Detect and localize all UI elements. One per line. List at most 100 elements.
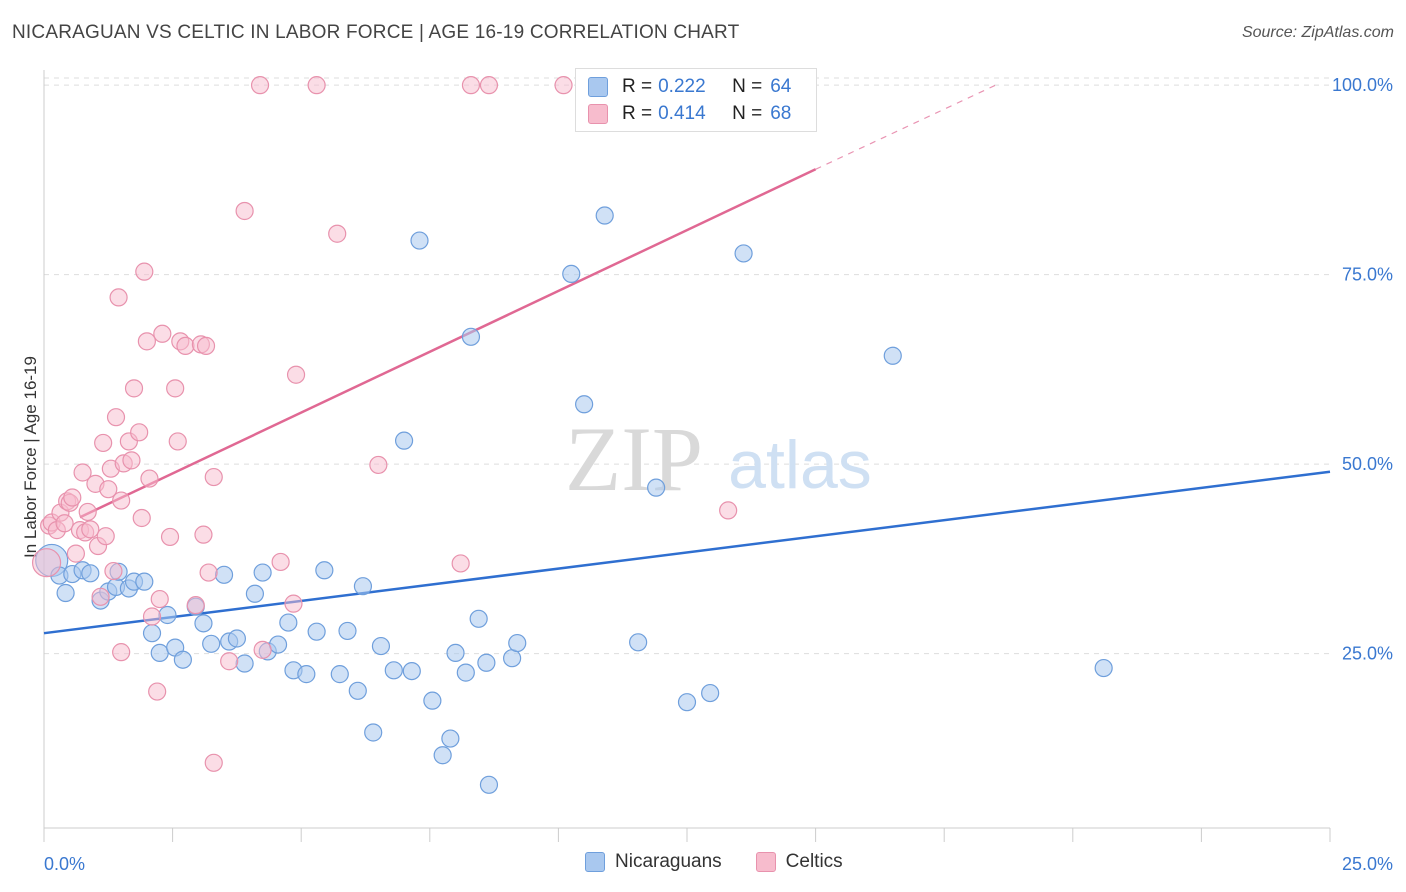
nicaraguans-point — [701, 683, 720, 703]
celtics-point — [153, 324, 172, 343]
watermark-atlas: atlas — [728, 427, 872, 503]
nicaraguans-point — [202, 634, 221, 653]
chart-title: NICARAGUAN VS CELTIC IN LABOR FORCE | AG… — [12, 22, 740, 43]
nicaraguans-point — [423, 691, 442, 710]
celtics-point — [286, 365, 306, 384]
celtics-point — [31, 548, 62, 578]
nicaraguans-point — [562, 264, 581, 284]
celtics-point — [194, 525, 213, 544]
legend-swatch-blue — [588, 77, 608, 97]
legend-row-celtics: R = 0.414 N = 68 — [588, 102, 791, 126]
nicaraguans-point — [364, 723, 383, 742]
grid-lines — [44, 77, 1330, 655]
celtics-point — [106, 408, 126, 427]
nicaraguans-point — [677, 693, 697, 712]
legend-swatch-pink — [588, 104, 608, 124]
celtics-point — [204, 753, 223, 772]
celtics-point — [140, 469, 159, 488]
celtics-point — [284, 594, 303, 613]
legend-r-value: 0.414 — [658, 103, 706, 124]
nicaraguans-point — [469, 609, 488, 628]
celtics-point — [81, 520, 100, 539]
legend-label-celtics: Celtics — [785, 851, 843, 872]
celtics-point — [250, 76, 270, 95]
nicaraguans-point — [227, 629, 246, 648]
axes — [43, 70, 1331, 842]
nicaraguans-point — [315, 561, 334, 580]
celtics-points — [31, 76, 738, 772]
legend-r-label: R = — [622, 76, 653, 97]
legend-n-value: 64 — [770, 76, 792, 97]
y-tick-label: 50.0% — [1342, 454, 1393, 474]
nicaraguans-point — [307, 622, 326, 641]
nicaraguans-point — [508, 633, 527, 653]
nicaraguans-point — [253, 563, 272, 582]
nicaraguans-point — [338, 621, 357, 641]
nicaraguans-point — [461, 327, 481, 346]
nicaraguans-point — [150, 643, 169, 663]
nicaraguans-point — [173, 650, 192, 669]
celtics-point — [271, 552, 290, 572]
nicaraguans-point — [158, 605, 177, 625]
legend-n-label: N = — [732, 76, 763, 97]
x-tick-label-max: 25.0% — [1342, 854, 1393, 874]
source-credit: Source: ZipAtlas.com — [1241, 24, 1394, 41]
celtics-point — [220, 652, 239, 671]
y-tick-label: 75.0% — [1342, 265, 1393, 285]
legend-item-nicaraguans[interactable]: Nicaraguans — [585, 851, 722, 873]
nicaraguans-point — [394, 431, 414, 450]
nicaraguans-point — [135, 572, 154, 591]
celtics-point — [63, 488, 82, 507]
nicaraguans-point — [235, 654, 254, 673]
nicaraguans-point — [479, 775, 499, 794]
celtics-point — [196, 336, 216, 356]
celtics-point — [186, 596, 205, 615]
celtics-point — [96, 527, 115, 546]
nicaraguans-point — [81, 564, 100, 583]
tick-labels: 25.0% 50.0% 75.0% 100.0% 0.0% 25.0% — [44, 75, 1393, 874]
watermark: ZIP atlas — [565, 408, 872, 510]
celtics-point — [109, 288, 128, 307]
nicaraguans-point — [245, 584, 265, 603]
y-tick-label: 25.0% — [1342, 644, 1393, 664]
legend-n-value: 68 — [770, 103, 792, 124]
nicaraguans-point — [456, 663, 475, 682]
legend-r-value: 0.222 — [658, 76, 706, 97]
x-tick-label-min: 0.0% — [44, 854, 85, 874]
legend-item-celtics[interactable]: Celtics — [755, 851, 843, 873]
nicaraguans-point — [371, 636, 391, 656]
nicaraguans-point — [214, 565, 234, 584]
celtics-point — [479, 76, 499, 95]
celtics-point — [73, 463, 92, 482]
celtics-point — [94, 433, 113, 453]
celtics-point — [66, 544, 85, 563]
celtics-point — [137, 332, 156, 351]
legend-swatch-pink — [755, 852, 776, 872]
celtics-point — [307, 76, 326, 95]
celtics-point — [135, 262, 154, 281]
celtics-point — [132, 508, 151, 528]
nicaraguans-point — [629, 633, 648, 652]
celtics-point — [176, 336, 195, 356]
celtics-point — [369, 455, 388, 475]
nicaraguans-point — [883, 346, 902, 365]
nicaraguans-point — [384, 661, 403, 680]
series-legend: Nicaraguans Celtics — [585, 851, 877, 873]
nicaraguans-point — [402, 661, 421, 681]
celtics-point — [130, 423, 149, 442]
legend-row-nicaraguans: R = 0.222 N = 64 — [588, 75, 791, 99]
nicaraguans-trend-line — [43, 470, 1331, 635]
nicaraguans-point — [441, 729, 460, 748]
nicaraguans-point — [734, 244, 753, 263]
celtics-point — [91, 587, 110, 606]
nicaraguans-point — [56, 583, 75, 603]
nicaraguans-point — [477, 653, 496, 672]
celtics-point — [142, 607, 162, 626]
nicaraguans-point — [348, 681, 367, 700]
celtics-point — [168, 432, 187, 451]
celtics-point — [451, 554, 470, 573]
celtics-point — [461, 76, 481, 95]
celtics-point — [160, 527, 180, 547]
nicaraguans-point — [446, 643, 465, 663]
